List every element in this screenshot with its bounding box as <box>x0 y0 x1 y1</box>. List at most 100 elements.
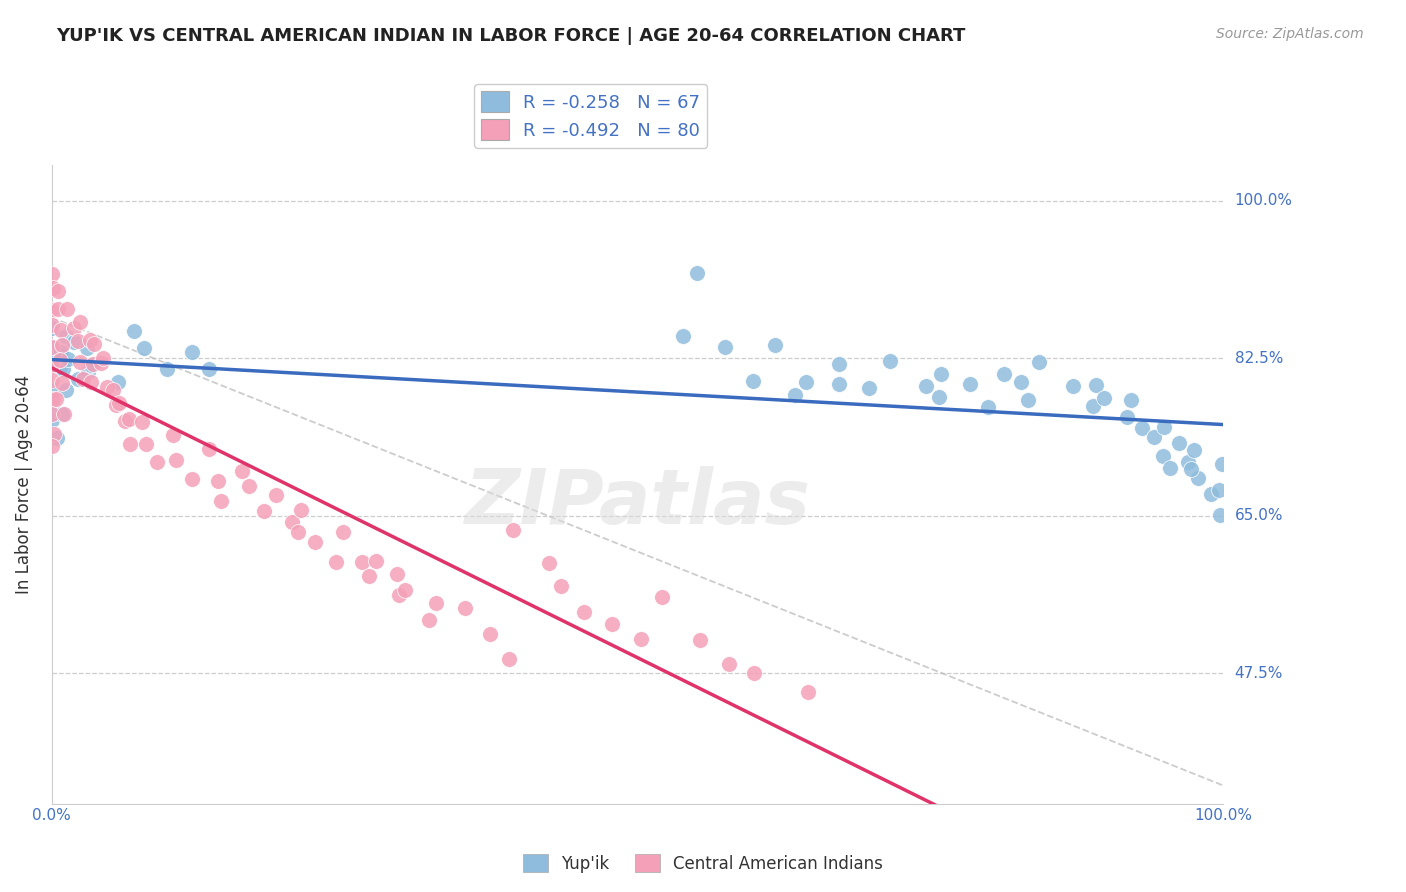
Point <box>828 376 851 391</box>
Point <box>82 357 104 371</box>
Point <box>718 657 741 671</box>
Point <box>146 455 169 469</box>
Point <box>41 358 63 372</box>
Point <box>1211 457 1233 471</box>
Point <box>80 358 103 372</box>
Point <box>763 338 786 352</box>
Point <box>783 388 806 402</box>
Point <box>41 439 63 453</box>
Point <box>359 569 381 583</box>
Text: 82.5%: 82.5% <box>1234 351 1282 366</box>
Point <box>858 381 880 395</box>
Point <box>63 335 86 350</box>
Point <box>41 400 63 414</box>
Point <box>197 442 219 456</box>
Point <box>80 376 103 390</box>
Point <box>135 437 157 451</box>
Point <box>45 392 67 406</box>
Point <box>181 344 204 359</box>
Point <box>69 355 91 369</box>
Point <box>107 375 129 389</box>
Point <box>1017 392 1039 407</box>
Point <box>914 378 936 392</box>
Point <box>478 627 501 641</box>
Point <box>66 372 89 386</box>
Point <box>385 566 408 581</box>
Point <box>1010 376 1032 390</box>
Point <box>107 396 129 410</box>
Point <box>51 337 73 351</box>
Point <box>1209 508 1232 522</box>
Point <box>287 525 309 540</box>
Point <box>41 384 63 398</box>
Point <box>49 345 72 359</box>
Point <box>1062 378 1084 392</box>
Point <box>83 336 105 351</box>
Point <box>41 318 63 332</box>
Point <box>207 475 229 489</box>
Point <box>602 617 624 632</box>
Point <box>794 375 817 389</box>
Point <box>366 554 388 568</box>
Point <box>42 351 65 365</box>
Point <box>41 302 63 317</box>
Point <box>350 556 373 570</box>
Point <box>325 556 347 570</box>
Point <box>48 359 70 374</box>
Point <box>46 285 69 299</box>
Point <box>454 600 477 615</box>
Point <box>928 390 950 404</box>
Point <box>993 368 1015 382</box>
Point <box>630 632 652 646</box>
Point <box>165 453 187 467</box>
Point <box>63 321 86 335</box>
Point <box>72 372 94 386</box>
Point <box>1092 391 1115 405</box>
Text: ZIPatlas: ZIPatlas <box>464 467 811 541</box>
Point <box>76 341 98 355</box>
Point <box>1187 471 1209 485</box>
Y-axis label: In Labor Force | Age 20-64: In Labor Force | Age 20-64 <box>15 375 32 594</box>
Point <box>46 302 69 317</box>
Point <box>118 411 141 425</box>
Point <box>67 334 90 348</box>
Point <box>253 504 276 518</box>
Point <box>79 334 101 348</box>
Point <box>52 407 75 421</box>
Point <box>132 341 155 355</box>
Point <box>689 632 711 647</box>
Point <box>69 315 91 329</box>
Point <box>231 464 253 478</box>
Point <box>45 431 67 445</box>
Point <box>55 301 77 316</box>
Point <box>1116 409 1139 424</box>
Point <box>41 267 63 281</box>
Point <box>1084 378 1107 392</box>
Point <box>41 359 63 374</box>
Point <box>1083 399 1105 413</box>
Point <box>741 374 763 388</box>
Point <box>41 340 63 354</box>
Point <box>41 320 63 334</box>
Point <box>101 383 124 397</box>
Point <box>425 596 447 610</box>
Point <box>959 377 981 392</box>
Point <box>281 515 304 529</box>
Point <box>41 374 63 388</box>
Point <box>51 376 73 391</box>
Text: Source: ZipAtlas.com: Source: ZipAtlas.com <box>1216 27 1364 41</box>
Point <box>55 329 77 343</box>
Text: 100.0%: 100.0% <box>1234 193 1292 208</box>
Point <box>574 605 596 619</box>
Point <box>1180 462 1202 476</box>
Point <box>498 652 520 666</box>
Point <box>42 281 65 295</box>
Point <box>1201 487 1223 501</box>
Point <box>198 362 221 376</box>
Point <box>42 392 65 407</box>
Point <box>52 362 75 376</box>
Point <box>49 323 72 337</box>
Point <box>537 556 560 570</box>
Point <box>41 408 63 422</box>
Legend: R = -0.258   N = 67, R = -0.492   N = 80: R = -0.258 N = 67, R = -0.492 N = 80 <box>474 84 707 147</box>
